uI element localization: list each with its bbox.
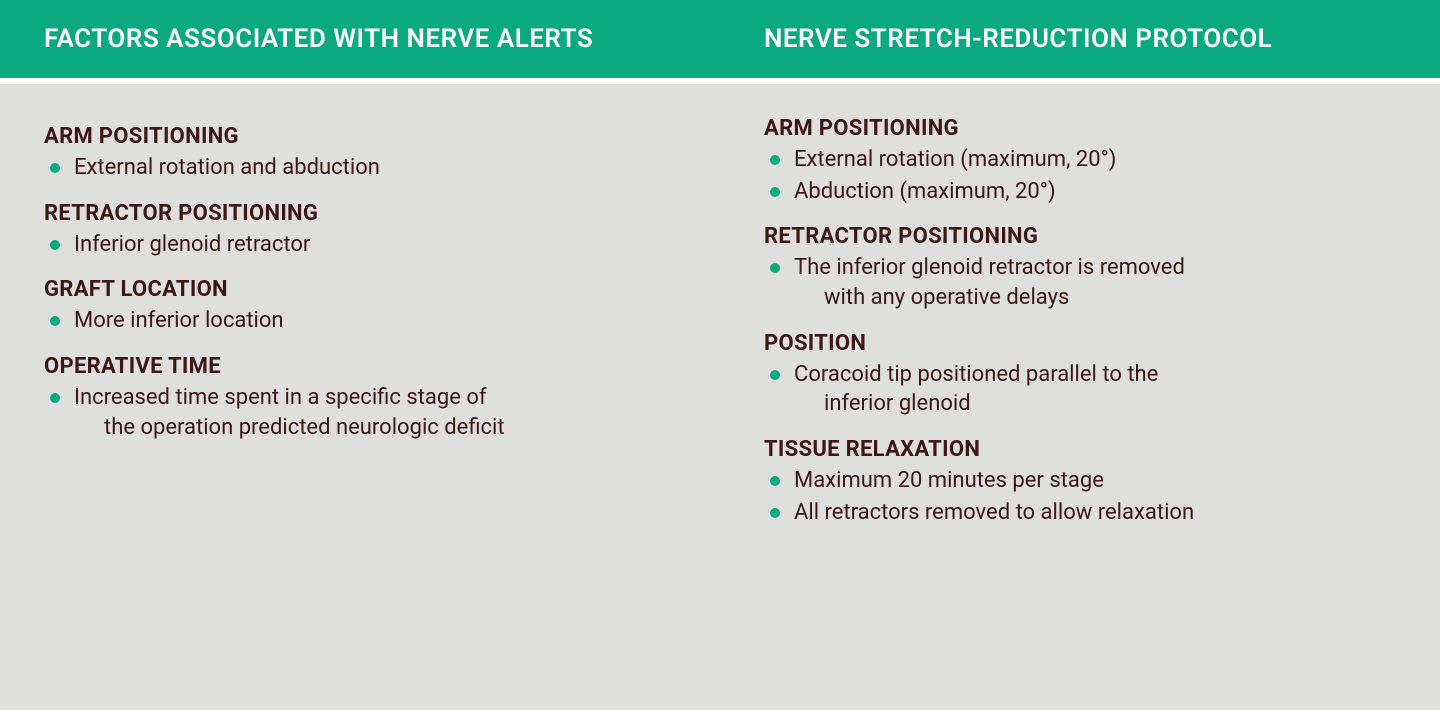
section-position: POSITION Coracoid tip positioned paralle… [764, 331, 1396, 419]
bullet-list: Inferior glenoid retractor [44, 230, 676, 260]
list-item: The inferior glenoid retractor is remove… [764, 253, 1396, 312]
section-title: OPERATIVE TIME [44, 354, 676, 379]
list-item: All retractors removed to allow relaxati… [764, 498, 1396, 528]
list-item: Inferior glenoid retractor [44, 230, 676, 260]
section-arm-positioning: ARM POSITIONING External rotation (maxim… [764, 116, 1396, 206]
list-item: Abduction (maximum, 20°) [764, 177, 1396, 207]
bullet-list: Coracoid tip positioned parallel to the … [764, 360, 1396, 419]
body-row: ARM POSITIONING External rotation and ab… [0, 84, 1440, 710]
section-retractor-positioning: RETRACTOR POSITIONING The inferior gleno… [764, 224, 1396, 312]
list-item-text: Increased time spent in a specific stage… [74, 385, 487, 410]
section-title: RETRACTOR POSITIONING [44, 201, 676, 226]
header-row: FACTORS ASSOCIATED WITH NERVE ALERTS NER… [0, 0, 1440, 78]
section-title: POSITION [764, 331, 1396, 356]
bullet-list: Maximum 20 minutes per stage All retract… [764, 466, 1396, 527]
left-column: ARM POSITIONING External rotation and ab… [0, 106, 720, 680]
header-right: NERVE STRETCH-REDUCTION PROTOCOL [720, 0, 1440, 78]
list-item: More inferior location [44, 306, 676, 336]
list-item: External rotation (maximum, 20°) [764, 145, 1396, 175]
document-root: FACTORS ASSOCIATED WITH NERVE ALERTS NER… [0, 0, 1440, 710]
list-item: External rotation and abduction [44, 153, 676, 183]
section-arm-positioning: ARM POSITIONING External rotation and ab… [44, 124, 676, 183]
section-title: ARM POSITIONING [44, 124, 676, 149]
bullet-list: Increased time spent in a specific stage… [44, 383, 676, 442]
bullet-list: External rotation and abduction [44, 153, 676, 183]
section-graft-location: GRAFT LOCATION More inferior location [44, 277, 676, 336]
right-column: ARM POSITIONING External rotation (maxim… [720, 106, 1440, 680]
list-item-continuation: with any operative delays [794, 283, 1396, 313]
section-tissue-relaxation: TISSUE RELAXATION Maximum 20 minutes per… [764, 437, 1396, 527]
list-item-text: The inferior glenoid retractor is remove… [794, 255, 1185, 280]
section-title: GRAFT LOCATION [44, 277, 676, 302]
list-item: Coracoid tip positioned parallel to the … [764, 360, 1396, 419]
bullet-list: More inferior location [44, 306, 676, 336]
section-title: TISSUE RELAXATION [764, 437, 1396, 462]
section-retractor-positioning: RETRACTOR POSITIONING Inferior glenoid r… [44, 201, 676, 260]
section-operative-time: OPERATIVE TIME Increased time spent in a… [44, 354, 676, 442]
bullet-list: The inferior glenoid retractor is remove… [764, 253, 1396, 312]
list-item: Maximum 20 minutes per stage [764, 466, 1396, 496]
list-item-continuation: inferior glenoid [794, 389, 1396, 419]
bullet-list: External rotation (maximum, 20°) Abducti… [764, 145, 1396, 206]
section-title: RETRACTOR POSITIONING [764, 224, 1396, 249]
list-item: Increased time spent in a specific stage… [44, 383, 676, 442]
list-item-continuation: the operation predicted neurologic defic… [74, 413, 676, 443]
section-title: ARM POSITIONING [764, 116, 1396, 141]
header-left: FACTORS ASSOCIATED WITH NERVE ALERTS [0, 0, 720, 78]
list-item-text: Coracoid tip positioned parallel to the [794, 362, 1158, 387]
